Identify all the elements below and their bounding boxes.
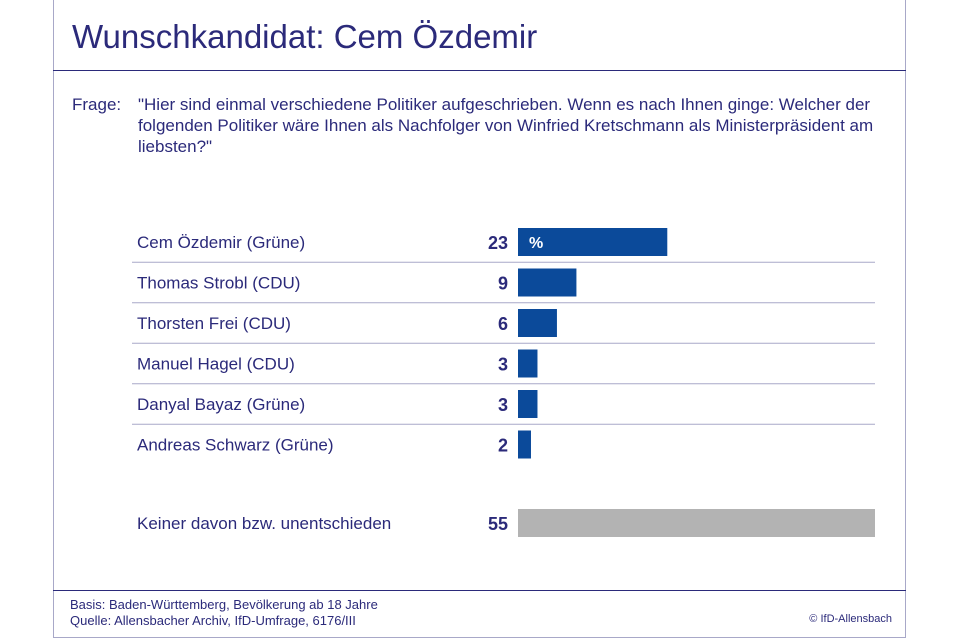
category-label: Manuel Hagel (CDU)	[137, 355, 295, 374]
value-label: 23	[488, 233, 508, 253]
unit-label: %	[529, 235, 543, 252]
value-label: 9	[498, 274, 508, 294]
value-label: 55	[488, 514, 508, 534]
chart-title: Wunschkandidat: Cem Özdemir	[72, 18, 538, 55]
footer-notes: Basis: Baden-Württemberg, Bevölkerung ab…	[70, 597, 378, 629]
chart-frame	[53, 0, 906, 638]
footer-basis: Basis: Baden-Württemberg, Bevölkerung ab…	[70, 597, 378, 612]
bar	[518, 309, 557, 337]
bar	[518, 349, 538, 378]
bar	[518, 390, 538, 418]
value-label: 6	[498, 314, 508, 334]
category-label: Thomas Strobl (CDU)	[137, 274, 300, 293]
title-divider	[53, 70, 906, 71]
bar	[518, 228, 668, 256]
footer-divider	[53, 590, 906, 591]
footer-source: Quelle: Allensbacher Archiv, IfD-Umfrage…	[70, 613, 356, 628]
bar	[518, 430, 531, 459]
question-text: "Hier sind einmal verschiedene Politiker…	[138, 95, 874, 156]
category-label: Keiner davon bzw. unentschieden	[137, 514, 391, 533]
value-label: 3	[498, 395, 508, 415]
value-label: 2	[498, 436, 508, 456]
question-prefix: Frage:	[72, 95, 122, 114]
category-label: Thorsten Frei (CDU)	[137, 314, 291, 333]
value-label: 3	[498, 355, 508, 375]
bar	[518, 268, 577, 297]
bar	[518, 509, 875, 537]
category-label: Cem Özdemir (Grüne)	[137, 233, 305, 252]
category-label: Andreas Schwarz (Grüne)	[137, 436, 334, 455]
category-label: Danyal Bayaz (Grüne)	[137, 395, 305, 414]
copyright: © IfD-Allensbach	[809, 613, 892, 625]
